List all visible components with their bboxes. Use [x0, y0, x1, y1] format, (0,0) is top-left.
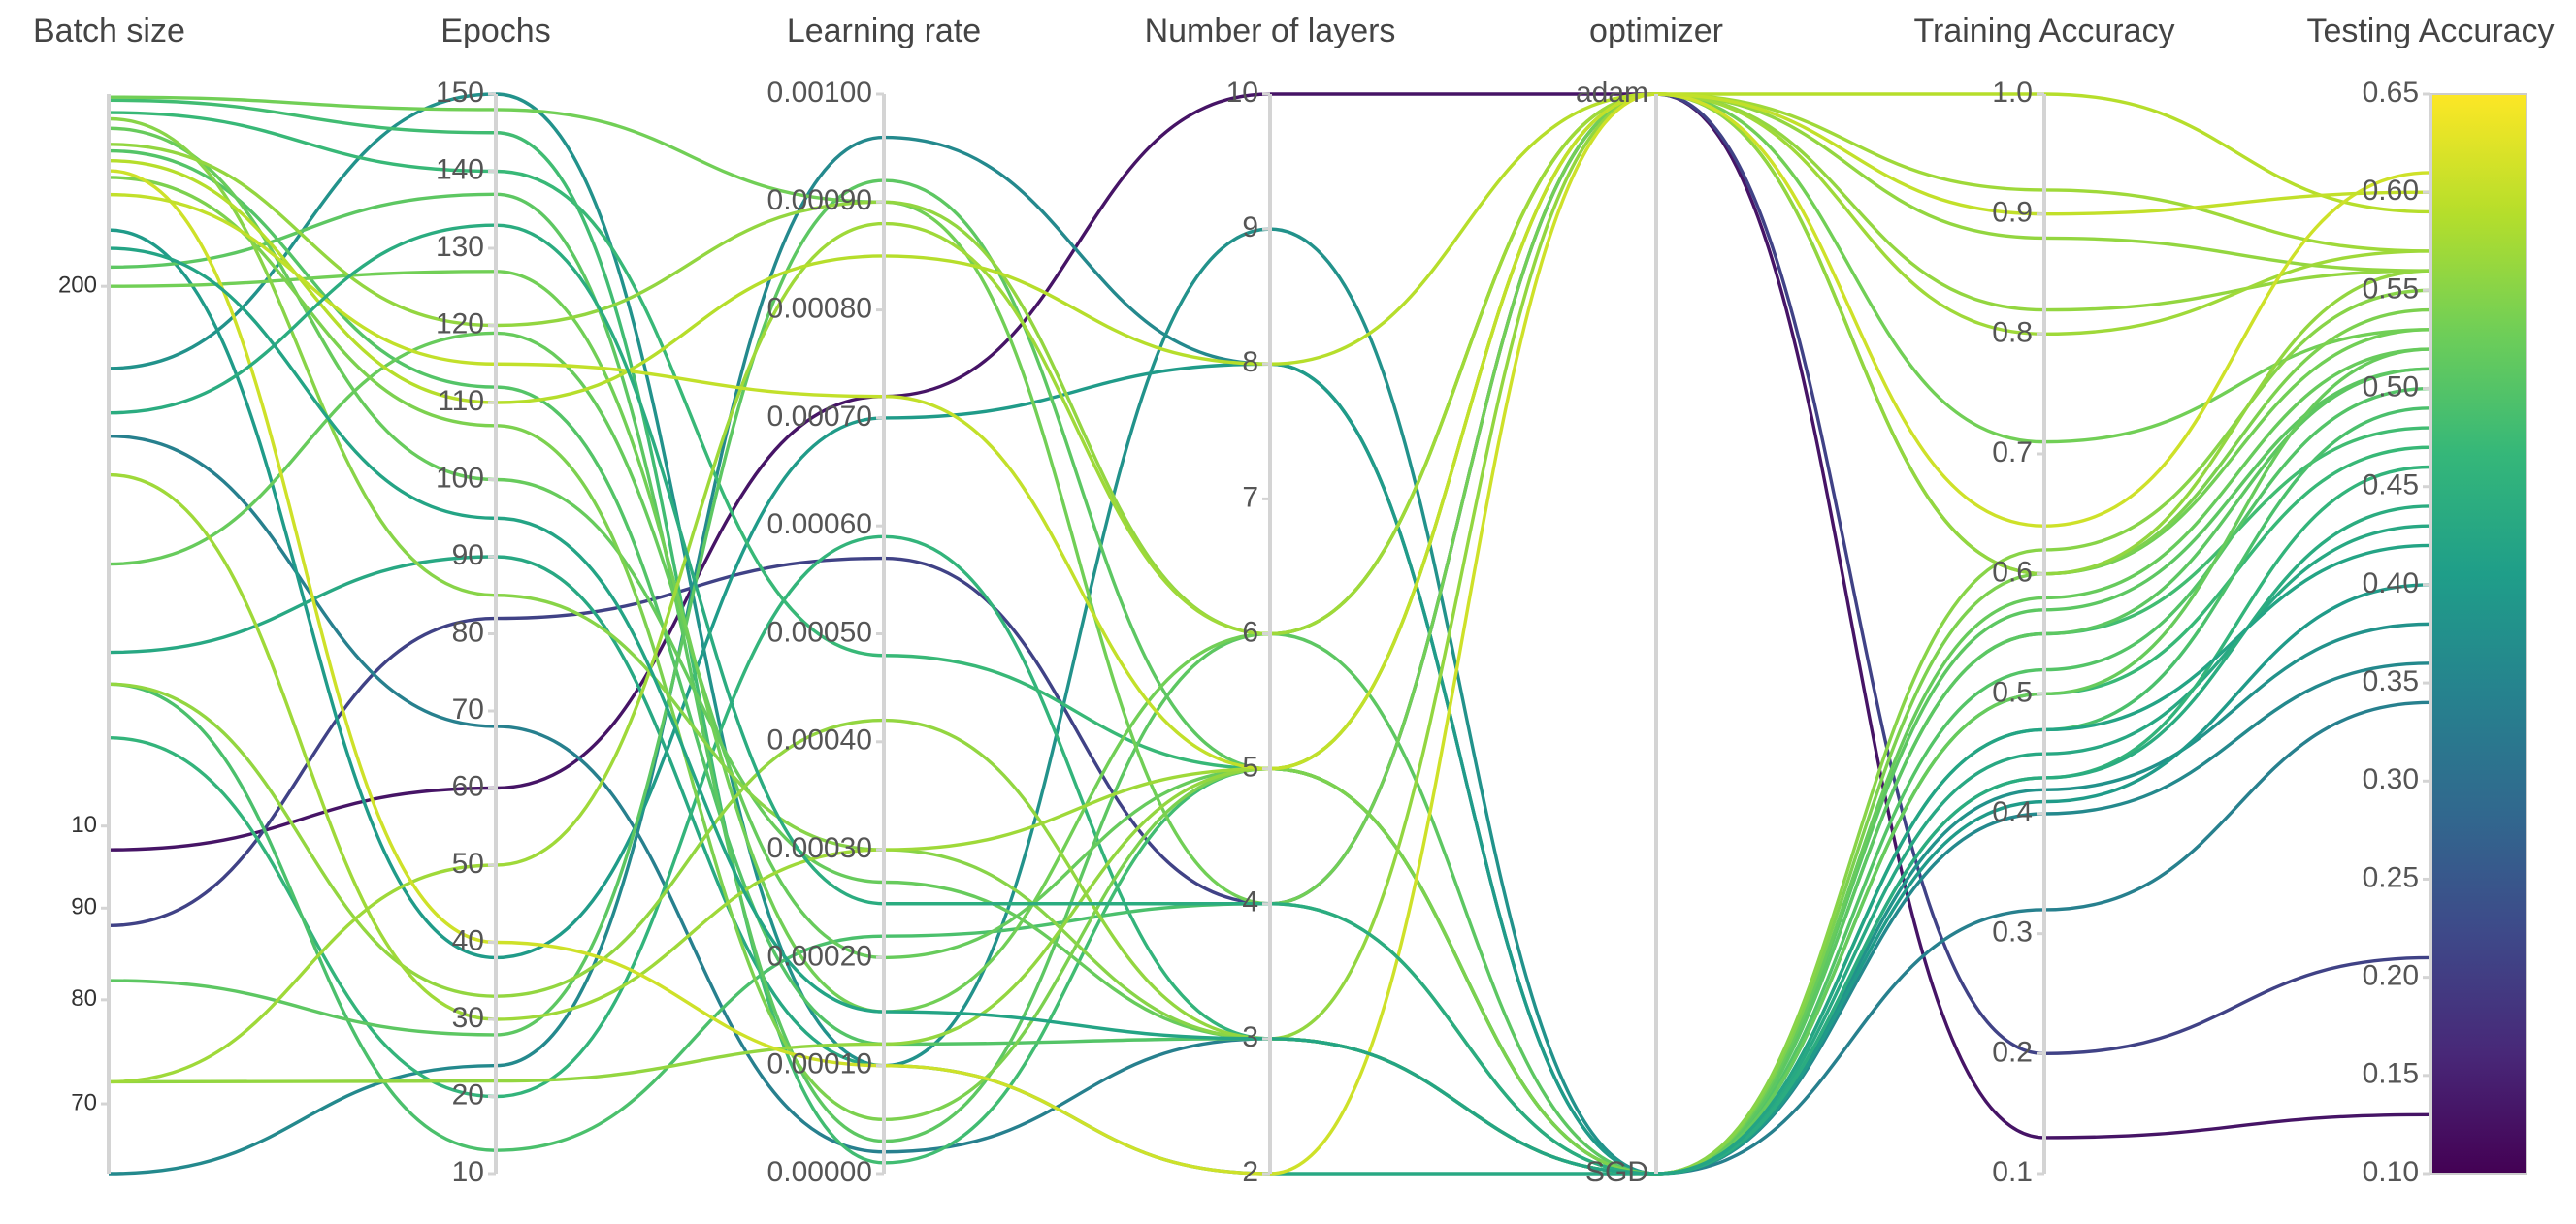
tick-label: 0.00040 — [767, 725, 872, 757]
tick-label: 0.00080 — [767, 293, 872, 325]
polyline — [108, 92, 2431, 906]
polyline — [108, 92, 2431, 1084]
tick-label: 0.00050 — [767, 616, 872, 648]
tick-label: 0.6 — [1992, 557, 2033, 589]
tick-label: 0.65 — [2363, 77, 2419, 109]
tick-label: 0.50 — [2363, 370, 2419, 403]
tick-label: 70 — [452, 693, 484, 725]
tick-label: 8 — [1242, 346, 1258, 378]
tick-label: 6 — [1242, 616, 1258, 648]
polyline — [108, 92, 2431, 771]
tick-label: 90 — [71, 894, 97, 920]
tick-label: 10 — [1226, 77, 1258, 109]
axis-title: Number of layers — [1145, 13, 1396, 49]
tick-label: 30 — [452, 1002, 484, 1034]
tick-label: 0.1 — [1992, 1156, 2033, 1188]
tick-label: 0.2 — [1992, 1036, 2033, 1068]
tick-label: 200 — [58, 273, 97, 299]
tick-label: 0.15 — [2363, 1058, 2419, 1090]
tick-label: 120 — [436, 307, 484, 339]
tick-label: 130 — [436, 231, 484, 263]
axis-title: Batch size — [33, 13, 185, 49]
tick-label: 150 — [436, 77, 484, 109]
tick-label: 0.00060 — [767, 508, 872, 540]
tick-label: 0.45 — [2363, 469, 2419, 501]
axis-title: Epochs — [440, 13, 550, 49]
tick-label: 0.00100 — [767, 77, 872, 109]
tick-label: 0.30 — [2363, 763, 2419, 795]
tick-label: 0.7 — [1992, 436, 2033, 468]
tick-label: 0.00070 — [767, 401, 872, 433]
tick-label: 0.00010 — [767, 1048, 872, 1080]
tick-label: 20 — [452, 1079, 484, 1111]
tick-label: 50 — [452, 848, 484, 880]
tick-label: 0.10 — [2363, 1156, 2419, 1188]
tick-label: 0.00090 — [767, 184, 872, 216]
tick-label: 100 — [436, 462, 484, 494]
tick-label: 5 — [1242, 752, 1258, 784]
polyline — [108, 92, 2431, 1176]
tick-label: 0.40 — [2363, 567, 2419, 599]
colorbar — [2429, 93, 2527, 1175]
tick-label: 0.00000 — [767, 1156, 872, 1188]
tick-label: 80 — [452, 616, 484, 648]
axis-title: Testing Accuracy — [2306, 13, 2554, 49]
tick-label: 0.20 — [2363, 960, 2419, 992]
tick-label: 0.00020 — [767, 940, 872, 972]
tick-label: 10 — [71, 812, 97, 838]
tick-label: 0.3 — [1992, 917, 2033, 949]
tick-label: 9 — [1242, 211, 1258, 243]
tick-label: 90 — [452, 539, 484, 571]
tick-label: 0.5 — [1992, 676, 2033, 708]
tick-label: 110 — [438, 385, 484, 417]
tick-label: 3 — [1242, 1021, 1258, 1053]
tick-label: 70 — [71, 1089, 97, 1115]
tick-label: 0.8 — [1992, 316, 2033, 348]
category-label: adam — [1576, 77, 1648, 109]
axis-title: optimizer — [1589, 13, 1723, 49]
tick-label: 80 — [71, 985, 97, 1012]
tick-label: 40 — [452, 924, 484, 956]
tick-label: 1.0 — [1992, 77, 2033, 109]
category-label: SGD — [1585, 1156, 1648, 1188]
tick-label: 0.4 — [1992, 796, 2033, 828]
tick-label: 0.55 — [2363, 273, 2419, 305]
tick-label: 0.00030 — [767, 832, 872, 864]
tick-label: 0.9 — [1992, 197, 2033, 229]
tick-label: 10 — [452, 1156, 484, 1188]
tick-label: 0.35 — [2363, 665, 2419, 697]
polyline — [108, 92, 2431, 1176]
tick-label: 140 — [436, 153, 484, 185]
tick-label: 60 — [452, 770, 484, 802]
axis-title: Training Accuracy — [1914, 13, 2175, 49]
axis-title: Learning rate — [787, 13, 981, 49]
tick-label: 4 — [1242, 886, 1258, 918]
axes: Batch size 200 10 90 80 70 Epochs 10 20 30 40 50 60 7… — [33, 13, 2555, 1188]
tick-label: 7 — [1242, 481, 1258, 513]
tick-label: 2 — [1242, 1156, 1258, 1188]
tick-label: 0.25 — [2363, 861, 2419, 893]
tick-label: 0.60 — [2363, 175, 2419, 207]
